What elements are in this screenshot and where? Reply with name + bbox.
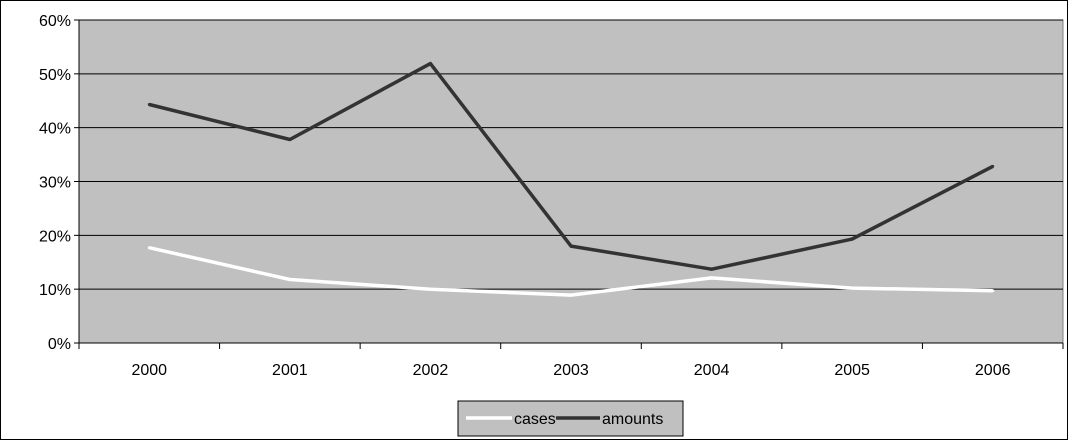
y-tick-label: 50%	[39, 67, 71, 84]
x-tick-label: 2000	[131, 362, 167, 379]
y-tick-label: 40%	[39, 121, 71, 138]
data-point-cases	[710, 276, 714, 280]
data-point-amounts	[147, 103, 151, 107]
legend-label-amounts: amounts	[602, 411, 663, 428]
data-point-amounts	[850, 237, 854, 241]
x-tick-label: 2003	[553, 362, 589, 379]
gridlines	[79, 19, 1063, 290]
series-lines	[147, 61, 995, 297]
data-point-amounts	[569, 244, 573, 248]
x-tick-label: 2001	[272, 362, 308, 379]
data-point-amounts	[710, 267, 714, 271]
legend: cases amounts	[457, 400, 684, 437]
y-tick-label: 20%	[39, 228, 71, 245]
y-tick-label: 30%	[39, 175, 71, 192]
data-point-cases	[288, 277, 292, 281]
y-tick-label: 10%	[39, 282, 71, 299]
data-point-cases	[569, 293, 573, 297]
x-tick-label: 2005	[834, 362, 870, 379]
legend-label-cases: cases	[514, 411, 556, 428]
data-point-cases	[147, 246, 151, 250]
data-point-cases	[850, 286, 854, 290]
data-point-cases	[991, 289, 995, 293]
x-tick-label: 2006	[975, 362, 1011, 379]
data-point-amounts	[428, 62, 432, 66]
x-tick-label: 2002	[413, 362, 449, 379]
data-point-amounts	[991, 164, 995, 168]
x-tick-label: 2004	[694, 362, 730, 379]
axes: 0% 10% 20% 30% 40% 50% 60% 2000 2001 2002 2003 2004…	[39, 13, 1064, 379]
data-point-amounts	[288, 138, 292, 142]
y-tick-label: 60%	[39, 13, 71, 30]
y-tick-label: 0%	[48, 336, 71, 353]
data-point-cases	[428, 287, 432, 291]
